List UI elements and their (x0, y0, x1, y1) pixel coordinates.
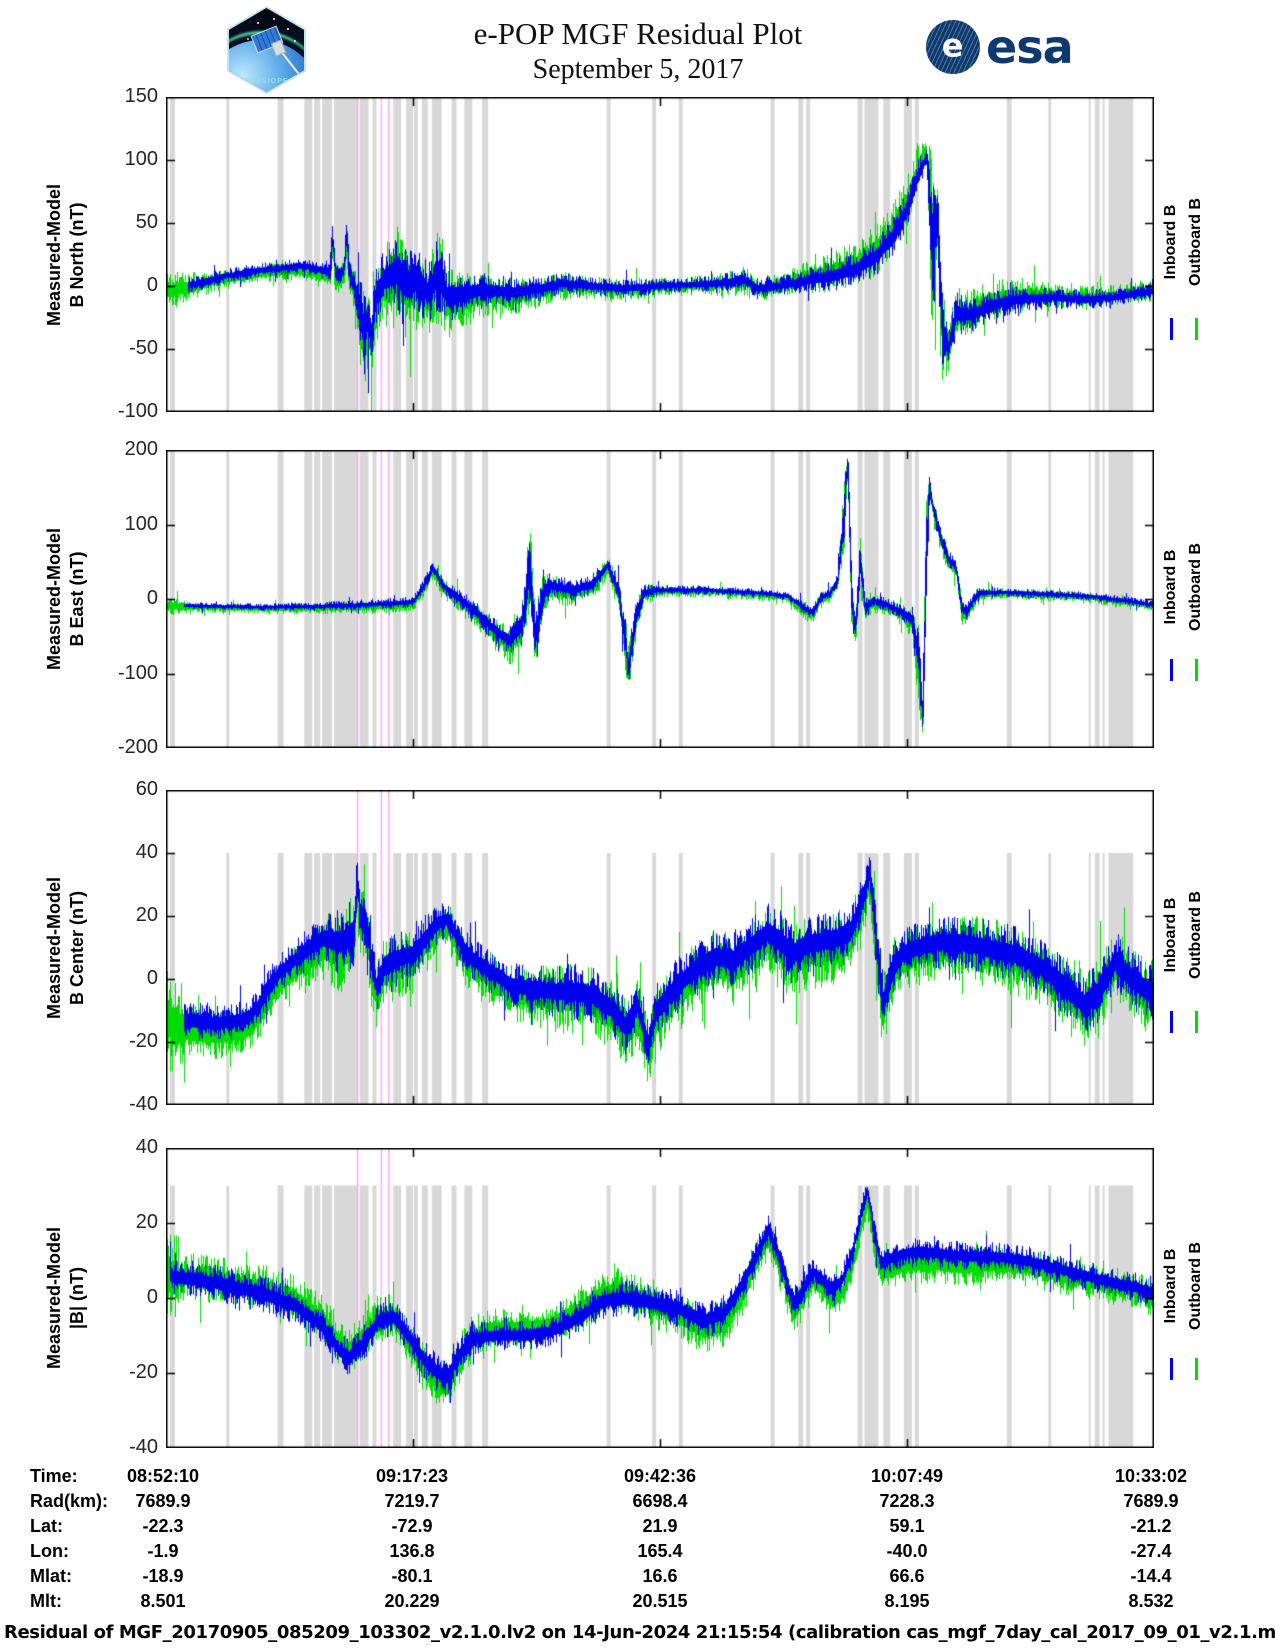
y-tick-label: 0 (146, 1286, 158, 1308)
table-cell: 7228.3 (879, 1491, 935, 1511)
legend-inboard-label: Inboard B (1162, 1248, 1179, 1324)
y-tick-label: 100 (124, 512, 158, 535)
y-axis-label-line2: B Center (nT) (67, 890, 87, 1005)
table-cell: -18.9 (142, 1566, 184, 1586)
y-tick-label: -100 (117, 400, 158, 422)
esa-e-glyph: e (941, 26, 964, 65)
table-cell: -1.9 (147, 1541, 179, 1561)
table-cell: -27.4 (1130, 1541, 1172, 1561)
table-cell: -72.9 (391, 1516, 433, 1536)
y-tick-label: 150 (124, 85, 158, 107)
y-axis-label-b-east: Measured-Model B East (nT) (43, 528, 89, 670)
y-tick-label: 100 (124, 148, 158, 170)
table-cell: 7689.9 (135, 1491, 191, 1511)
table-cell: 8.532 (1128, 1591, 1174, 1611)
y-tick-label: 40 (135, 841, 158, 863)
table-cell: 59.1 (889, 1516, 925, 1536)
y-axis-label-line1: Measured-Model (44, 876, 64, 1019)
table-cell: 7689.9 (1123, 1491, 1179, 1511)
table-cell: 165.4 (637, 1541, 683, 1561)
y-tick-label: 60 (135, 778, 158, 800)
y-tick-label: -200 (117, 736, 158, 758)
legend-outboard-label: Outboard B (1187, 197, 1204, 286)
legend-inboard-label: Inboard B (1162, 897, 1179, 973)
patch-label: CASSIOPE (244, 78, 289, 85)
legend-inboard-line-sample (1170, 658, 1173, 681)
page-subtitle-date: September 5, 2017 (532, 54, 744, 85)
table-cell: 20.229 (384, 1591, 440, 1611)
panel-b-magnitude-canvas (166, 1148, 1154, 1448)
panel-b-east-canvas (166, 450, 1154, 748)
legend-inboard-line-sample (1170, 317, 1173, 340)
table-cell: -40.0 (886, 1541, 928, 1561)
legend-outboard-label: Outboard B (1187, 543, 1204, 632)
legend-outboard-label: Outboard B (1187, 1242, 1204, 1330)
legend-inboard-line-sample (1170, 1358, 1173, 1380)
footer-text: Residual of MGF_20170905_085209_103302_v… (4, 1622, 1275, 1643)
y-axis-label-b-magnitude: Measured-Model |B| (nT) (43, 1227, 89, 1369)
y-tick-label: 0 (146, 967, 158, 989)
legend-inboard-label: Inboard B (1162, 549, 1179, 625)
y-axis-label-line2: B East (nT) (67, 551, 87, 647)
y-tick-label: 200 (124, 438, 158, 460)
y-axis-label-line1: Measured-Model (44, 527, 64, 671)
table-cell: 66.6 (889, 1566, 925, 1586)
esa-wordmark: esa (986, 20, 1074, 74)
table-cell: -14.4 (1130, 1566, 1172, 1586)
y-axis-label-line2: B North (nT) (67, 202, 87, 307)
page-title: e-POP MGF Residual Plot (473, 16, 803, 51)
table-row-label: Lat: (30, 1516, 63, 1536)
legend-inboard-label: Inboard B (1162, 204, 1179, 280)
table-cell: 6698.4 (632, 1491, 688, 1511)
legend-inboard-line-sample (1170, 1010, 1173, 1033)
table-cell: 10:07:49 (870, 1466, 944, 1486)
y-axis-label-line1: Measured-Model (44, 183, 64, 326)
table-cell: 08:52:10 (126, 1466, 200, 1486)
table-cell: 7219.7 (384, 1491, 440, 1511)
table-cell: -80.1 (391, 1566, 433, 1586)
y-axis-label-line2: |B| (nT) (67, 1266, 87, 1330)
table-cell: 09:17:23 (375, 1466, 449, 1486)
table-row-label: Time: (30, 1466, 78, 1486)
y-tick-label: 0 (146, 587, 158, 609)
table-cell: 20.515 (632, 1591, 688, 1611)
table-row-label: Mlt: (30, 1591, 62, 1611)
y-tick-label: -20 (129, 1361, 158, 1383)
y-axis-label-b-north: Measured-Model B North (nT) (43, 183, 89, 325)
legend-outboard-label: Outboard B (1187, 890, 1204, 979)
y-tick-label: -20 (129, 1030, 158, 1052)
y-axis-label-b-center: Measured-Model B Center (nT) (43, 876, 89, 1018)
y-tick-label: 20 (135, 904, 158, 926)
table-row-label: Lon: (30, 1541, 69, 1561)
y-axis-label-line1: Measured-Model (44, 1226, 64, 1370)
panel-b-center-canvas (166, 790, 1154, 1105)
table-cell: -21.2 (1130, 1516, 1172, 1536)
y-tick-label: -40 (129, 1436, 158, 1458)
table-cell: 16.6 (642, 1566, 678, 1586)
y-tick-label: -40 (129, 1093, 158, 1115)
y-tick-label: 20 (135, 1211, 158, 1233)
esa-logo: e esa (926, 20, 1074, 74)
table-cell: 09:42:36 (623, 1466, 697, 1486)
y-tick-label: 50 (135, 211, 158, 233)
table-cell: 8.501 (140, 1591, 186, 1611)
legend-outboard-line-sample (1195, 1010, 1198, 1033)
esa-globe-icon: e (926, 20, 980, 74)
table-cell: 8.195 (884, 1591, 930, 1611)
table-cell: 136.8 (389, 1541, 435, 1561)
legend-outboard-line-sample (1195, 317, 1198, 340)
legend-outboard-line-sample (1195, 658, 1198, 681)
y-tick-label: -50 (129, 337, 158, 359)
table-row-label: Mlat: (30, 1566, 72, 1586)
table-row-label: Rad(km): (30, 1491, 109, 1511)
panel-b-north-canvas (166, 97, 1154, 412)
table-cell: 21.9 (642, 1516, 678, 1536)
y-tick-label: 40 (135, 1136, 158, 1158)
table-cell: 10:33:02 (1114, 1466, 1188, 1486)
legend-outboard-line-sample (1195, 1358, 1198, 1380)
y-tick-label: -100 (117, 661, 158, 684)
y-tick-label: 0 (146, 274, 158, 296)
table-cell: -22.3 (142, 1516, 184, 1536)
